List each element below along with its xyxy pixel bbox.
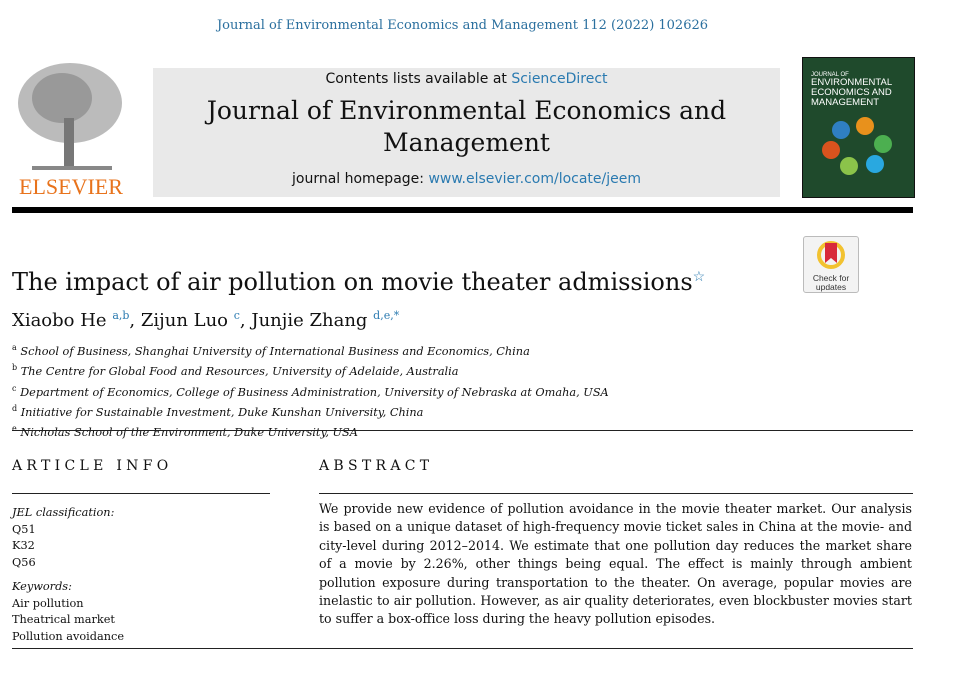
jel-code: Q51 [12, 522, 36, 536]
divider [319, 493, 913, 494]
jel-code: Q56 [12, 555, 36, 569]
author-list: Xiaobo He a,b, Zijun Luo c, Junjie Zhang… [12, 309, 400, 331]
keyword: Theatrical market [12, 613, 115, 626]
title-footnote-star[interactable]: ☆ [692, 269, 706, 285]
divider [12, 430, 913, 431]
keyword: Pollution avoidance [12, 629, 125, 643]
elsevier-tree-icon: ELSEVIER [18, 63, 123, 199]
article-info-heading: ARTICLE INFO [12, 458, 173, 474]
author[interactable]: Junjie Zhang [251, 310, 368, 331]
abstract-heading: ABSTRACT [319, 458, 434, 474]
elsevier-logo: ELSEVIER [12, 58, 130, 199]
author[interactable]: Xiaobo He [12, 310, 107, 331]
header-rule [12, 207, 913, 213]
abstract-text: We provide new evidence of pollution avo… [319, 501, 912, 627]
sciencedirect-link[interactable]: ScienceDirect [511, 71, 608, 87]
divider [12, 648, 913, 649]
bookmark-icon [817, 241, 845, 269]
running-header[interactable]: Journal of Environmental Economics and M… [216, 18, 709, 33]
journal-homepage-link[interactable]: www.elsevier.com/locate/jeem [428, 171, 641, 187]
jel-code: K32 [12, 539, 35, 552]
article-info: JEL classification: Q51 K32 Q56 Keywords… [12, 505, 124, 645]
check-for-updates-button[interactable]: Check for updates [803, 236, 859, 293]
article-title: The impact of air pollution on movie the… [12, 268, 706, 296]
recycle-graphic-icon [822, 117, 892, 175]
keyword: Air pollution [12, 596, 84, 610]
journal-masthead: Contents lists available at ScienceDirec… [153, 68, 780, 197]
journal-cover[interactable]: JOURNAL OF ENVIRONMENTAL ECONOMICS AND M… [802, 57, 915, 198]
svg-text:ELSEVIER: ELSEVIER [19, 174, 123, 198]
divider [12, 493, 270, 494]
journal-title: Journal of Environmental Economics and M… [206, 96, 727, 157]
affiliations: a School of Business, Shanghai Universit… [12, 343, 609, 440]
author[interactable]: Zijun Luo [140, 310, 229, 331]
